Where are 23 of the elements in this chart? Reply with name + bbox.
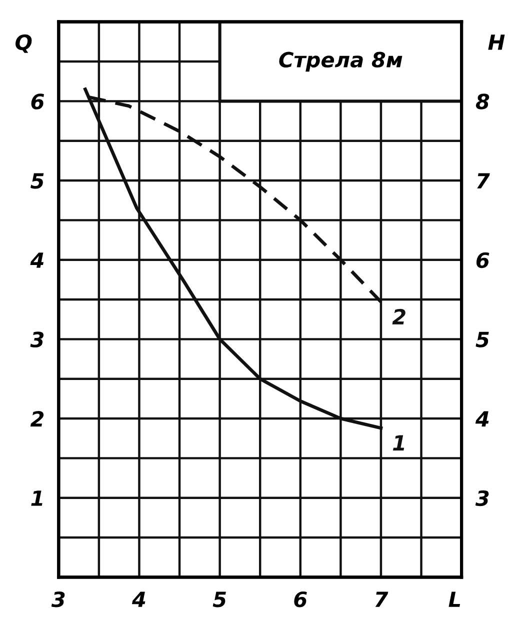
series-label: 2 — [392, 308, 406, 324]
y2-tick-label: 7 — [477, 173, 490, 188]
y2-tick-label: 5 — [476, 332, 489, 348]
x-tick-label: 7 — [375, 592, 388, 607]
y2-tick-label: 4 — [475, 411, 489, 426]
y-tick-label: 6 — [31, 94, 44, 110]
x-tick-label: 5 — [212, 592, 226, 608]
x-axis-title: L — [448, 592, 460, 607]
y-tick-label: 3 — [30, 332, 44, 348]
y2-tick-label: 3 — [475, 490, 489, 506]
annotation: Стрела 8м — [279, 52, 402, 72]
y-tick-label: 1 — [31, 490, 42, 506]
x-tick-label: 3 — [51, 591, 65, 608]
y2-tick-label: 6 — [476, 252, 490, 268]
y-tick-label: 2 — [30, 410, 44, 426]
y2-axis-title: H — [488, 34, 505, 50]
y2-tick-label: 8 — [476, 94, 490, 110]
series-label: 1 — [392, 435, 404, 450]
y-tick-label: 4 — [30, 252, 44, 268]
y-axis-title: Q — [16, 34, 32, 53]
y-tick-label: 5 — [30, 173, 44, 189]
x-tick-label: 4 — [132, 592, 146, 607]
x-tick-label: 6 — [294, 591, 307, 608]
